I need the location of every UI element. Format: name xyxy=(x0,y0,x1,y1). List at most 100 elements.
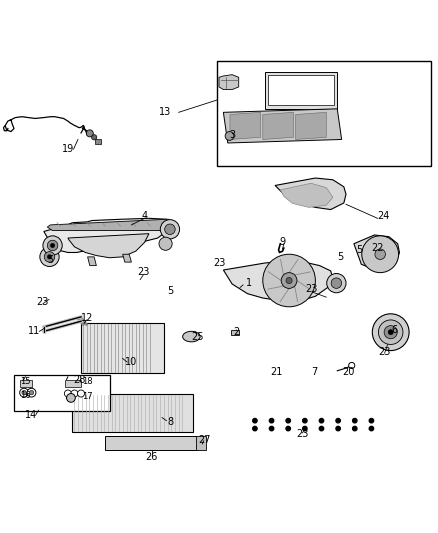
Bar xyxy=(265,71,337,109)
Circle shape xyxy=(160,220,180,239)
Text: 12: 12 xyxy=(81,313,93,323)
Circle shape xyxy=(375,249,385,260)
Circle shape xyxy=(384,326,397,339)
Circle shape xyxy=(40,247,59,266)
Text: 13: 13 xyxy=(159,107,172,117)
Polygon shape xyxy=(123,254,131,262)
Circle shape xyxy=(327,273,346,293)
Text: 5: 5 xyxy=(47,255,53,265)
Circle shape xyxy=(303,418,307,423)
Circle shape xyxy=(319,418,324,423)
Circle shape xyxy=(286,426,290,431)
Bar xyxy=(95,140,101,144)
Bar xyxy=(65,379,81,387)
Circle shape xyxy=(281,273,297,288)
Circle shape xyxy=(369,426,374,431)
Polygon shape xyxy=(263,112,293,140)
Text: 4: 4 xyxy=(141,211,148,221)
Text: 18: 18 xyxy=(82,377,93,386)
Text: 2: 2 xyxy=(233,327,240,337)
Text: 26: 26 xyxy=(145,452,157,462)
Circle shape xyxy=(388,329,393,335)
Text: 20: 20 xyxy=(342,367,354,377)
Circle shape xyxy=(159,237,172,251)
Circle shape xyxy=(27,388,36,397)
Circle shape xyxy=(286,278,292,284)
Circle shape xyxy=(86,130,93,137)
Circle shape xyxy=(29,391,34,395)
Circle shape xyxy=(43,236,62,255)
Circle shape xyxy=(353,418,357,423)
Text: 27: 27 xyxy=(199,434,211,445)
Circle shape xyxy=(47,255,52,259)
Polygon shape xyxy=(47,219,173,231)
Text: 17: 17 xyxy=(82,392,93,401)
Bar xyxy=(14,375,110,411)
Circle shape xyxy=(64,390,71,397)
Circle shape xyxy=(253,418,257,423)
Circle shape xyxy=(336,426,340,431)
Polygon shape xyxy=(296,112,326,140)
Text: 7: 7 xyxy=(311,367,318,377)
Bar xyxy=(231,330,239,335)
Circle shape xyxy=(336,418,340,423)
Circle shape xyxy=(319,426,324,431)
Circle shape xyxy=(47,240,58,251)
Text: 23: 23 xyxy=(37,296,49,306)
Text: 25: 25 xyxy=(192,333,204,343)
Text: 19: 19 xyxy=(62,144,74,154)
Bar xyxy=(105,437,197,449)
Text: 23: 23 xyxy=(213,258,225,268)
Text: 28: 28 xyxy=(74,375,86,385)
Text: 23: 23 xyxy=(138,266,150,277)
Text: 6: 6 xyxy=(391,325,397,335)
Text: 5: 5 xyxy=(338,252,344,262)
Bar xyxy=(217,61,431,166)
Circle shape xyxy=(253,426,257,431)
Text: 15: 15 xyxy=(20,377,31,386)
Circle shape xyxy=(225,132,234,140)
Bar xyxy=(196,437,206,449)
Bar xyxy=(268,75,334,106)
Polygon shape xyxy=(68,233,149,258)
Circle shape xyxy=(331,278,342,288)
Circle shape xyxy=(353,426,357,431)
Text: 5: 5 xyxy=(356,245,362,255)
Text: 22: 22 xyxy=(371,243,384,253)
Circle shape xyxy=(44,252,55,262)
Text: 14: 14 xyxy=(25,409,38,419)
Text: 10: 10 xyxy=(125,357,138,367)
Circle shape xyxy=(362,236,399,273)
Text: 5: 5 xyxy=(167,286,173,296)
Circle shape xyxy=(92,135,97,140)
Circle shape xyxy=(269,418,274,423)
Circle shape xyxy=(286,418,290,423)
Circle shape xyxy=(20,388,28,397)
Text: 23: 23 xyxy=(296,429,308,439)
Circle shape xyxy=(78,390,85,397)
Polygon shape xyxy=(88,257,96,265)
Circle shape xyxy=(303,426,307,431)
Circle shape xyxy=(67,393,75,402)
Circle shape xyxy=(22,391,26,395)
Polygon shape xyxy=(280,183,333,207)
Text: 24: 24 xyxy=(377,211,389,221)
Polygon shape xyxy=(219,75,239,90)
Text: 16: 16 xyxy=(20,391,31,400)
Polygon shape xyxy=(223,261,333,302)
Ellipse shape xyxy=(183,332,200,342)
Text: 3: 3 xyxy=(229,130,235,140)
Circle shape xyxy=(165,224,175,235)
Polygon shape xyxy=(223,109,342,143)
Circle shape xyxy=(263,254,315,307)
Polygon shape xyxy=(44,219,173,253)
Text: 11: 11 xyxy=(28,326,40,336)
Circle shape xyxy=(378,320,403,344)
Circle shape xyxy=(50,243,55,248)
Bar xyxy=(20,381,32,386)
Circle shape xyxy=(71,390,78,397)
Text: 23: 23 xyxy=(306,284,318,294)
Circle shape xyxy=(369,418,374,423)
Text: 1: 1 xyxy=(246,278,252,288)
Circle shape xyxy=(349,362,355,368)
